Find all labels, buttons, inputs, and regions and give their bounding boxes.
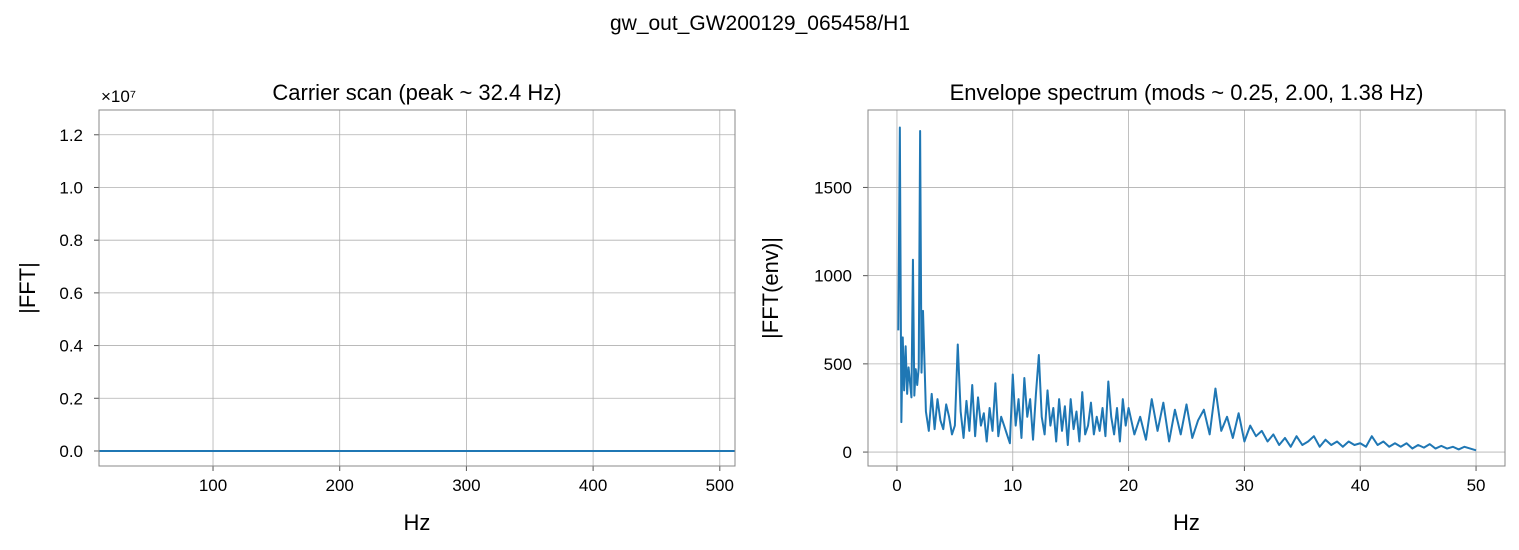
x-tick-label: 500 [706, 476, 734, 495]
axes-frame [867, 109, 1506, 467]
y-tick-label: 1.2 [59, 126, 83, 145]
plot-area [897, 126, 1477, 452]
x-axis-label: Hz [404, 510, 431, 535]
x-tick-label: 20 [1119, 476, 1138, 495]
x-tick-label: 40 [1351, 476, 1370, 495]
x-tick-label: 400 [579, 476, 607, 495]
x-axis-label: Hz [1173, 510, 1200, 535]
x-tick-label: 30 [1235, 476, 1254, 495]
axes-title: Envelope spectrum (mods ~ 0.25, 2.00, 1.… [950, 80, 1424, 105]
y-axis-label: |FFT| [15, 262, 40, 314]
x-tick-label: 50 [1467, 476, 1486, 495]
axes-title: Carrier scan (peak ~ 32.4 Hz) [272, 80, 561, 105]
y-tick-label: 1000 [814, 267, 852, 286]
x-tick-label: 200 [326, 476, 354, 495]
y-offset-label: ×10⁷ [101, 87, 136, 106]
axes: 100 200 300 400 500 0.0 0.2 0.4 0.6 0.8 1.0 1.2 Carr… [15, 80, 736, 535]
y-tick-label: 1.0 [59, 178, 83, 197]
data-line [897, 126, 1477, 452]
x-tick-label: 10 [1003, 476, 1022, 495]
y-tick-label: 0.2 [59, 389, 83, 408]
figure-title: gw_out_GW200129_065458/H1 [610, 12, 910, 35]
y-tick-label: 0.8 [59, 231, 83, 250]
y-tick-label: 0.0 [59, 442, 83, 461]
x-tick-label: 0 [892, 476, 901, 495]
y-tick-label: 0 [843, 443, 852, 462]
x-tick-label: 100 [199, 476, 227, 495]
axes-frame [98, 109, 736, 467]
y-tick-label: 0.6 [59, 284, 83, 303]
y-tick-label: 1500 [814, 178, 852, 197]
y-tick-label: 0.4 [59, 337, 83, 356]
y-axis-label: |FFT(env)| [758, 237, 783, 339]
x-tick-label: 300 [452, 476, 480, 495]
y-tick-label: 500 [824, 355, 852, 374]
